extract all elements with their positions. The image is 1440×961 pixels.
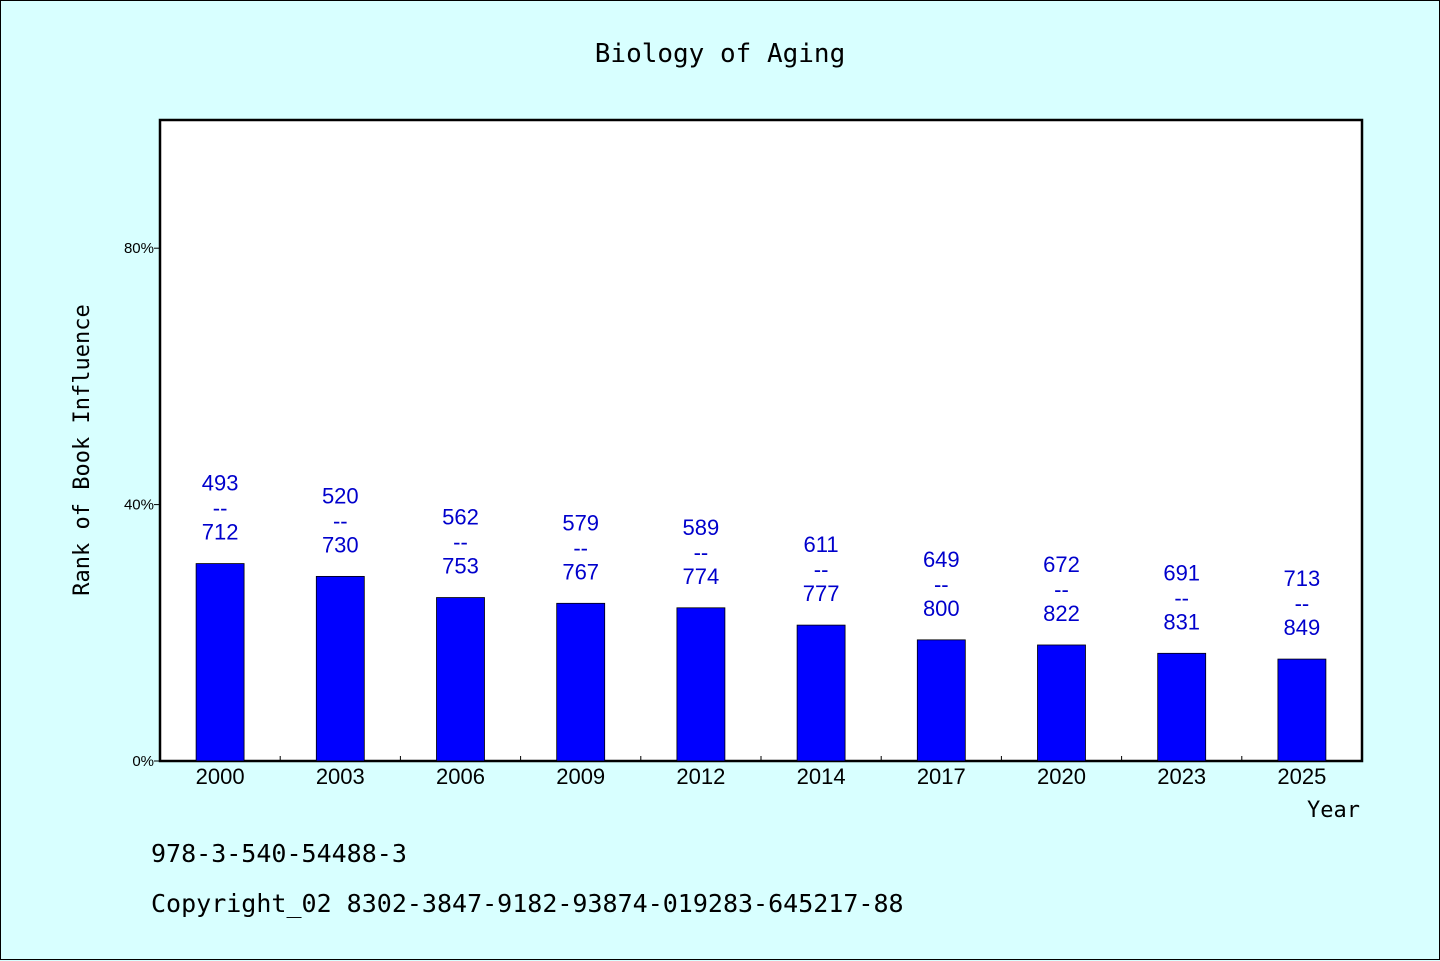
data-label-bottom: 767 <box>562 559 599 584</box>
data-label-top: 520 <box>322 483 359 508</box>
data-label-sep: -- <box>1295 591 1310 616</box>
data-label-bottom: 822 <box>1043 601 1080 626</box>
x-tick-label: 2003 <box>316 764 365 789</box>
chart-title: Biology of Aging <box>595 39 845 69</box>
data-label-bottom: 774 <box>683 564 720 589</box>
data-label-bottom: 730 <box>322 532 359 557</box>
y-tick-label: 0% <box>132 753 154 770</box>
bar-2009 <box>556 602 606 762</box>
y-tick-label: 80% <box>124 240 154 257</box>
data-label-bottom: 800 <box>923 596 960 621</box>
bar-2020 <box>1037 644 1086 762</box>
bar-2006 <box>436 597 485 762</box>
y-axis-title: Rank of Book Influence <box>70 304 95 595</box>
y-tick-label: 40% <box>124 497 154 514</box>
x-axis: 2000 2003 2006 2009 2012 2014 2017 2020 2023 2025 <box>196 756 1326 789</box>
data-label-top: 493 <box>202 471 239 496</box>
data-label-sep: -- <box>333 508 348 533</box>
bar-2003 <box>315 575 365 762</box>
data-label-sep: -- <box>934 572 949 597</box>
data-label-top: 691 <box>1163 560 1200 585</box>
data-label-bottom: 753 <box>442 554 479 579</box>
data-label-bottom: 849 <box>1284 615 1321 640</box>
data-label-top: 713 <box>1284 566 1321 591</box>
y-axis: 0% 40% 80% <box>124 240 160 770</box>
isbn-text: 978-3-540-54488-3 <box>151 839 407 868</box>
data-label-top: 562 <box>442 505 479 530</box>
x-axis-title: Year <box>1307 798 1360 823</box>
data-label-bottom: 712 <box>202 520 239 545</box>
x-tick-label: 2017 <box>917 764 966 789</box>
data-label-top: 579 <box>562 510 599 535</box>
x-tick-label: 2000 <box>196 764 245 789</box>
x-tick-label: 2009 <box>556 764 605 789</box>
data-label-sep: -- <box>694 540 709 565</box>
data-label-bottom: 831 <box>1163 609 1200 634</box>
data-label-bottom: 777 <box>803 581 840 606</box>
data-label-top: 589 <box>683 515 720 540</box>
data-labels: 493--712520--730562--753579--767589--774… <box>202 471 1321 641</box>
x-tick-label: 2023 <box>1157 764 1206 789</box>
data-label-sep: -- <box>814 557 829 582</box>
data-label-top: 672 <box>1043 552 1080 577</box>
bar-2025 <box>1277 658 1327 762</box>
data-label-top: 611 <box>804 532 839 557</box>
bars <box>195 563 1327 762</box>
x-tick-label: 2014 <box>797 764 846 789</box>
data-label-sep: -- <box>213 496 228 521</box>
data-label-top: 649 <box>923 547 960 572</box>
data-label-sep: -- <box>1174 585 1189 610</box>
data-label-sep: -- <box>1054 577 1069 602</box>
x-tick-label: 2012 <box>676 764 725 789</box>
x-tick-label: 2020 <box>1037 764 1086 789</box>
data-label-sep: -- <box>453 530 468 555</box>
bar-2023 <box>1157 652 1207 762</box>
x-tick-label: 2006 <box>436 764 485 789</box>
bar-2000 <box>195 563 245 762</box>
data-label-sep: -- <box>573 535 588 560</box>
bar-2017 <box>916 639 966 762</box>
x-tick-label: 2025 <box>1277 764 1326 789</box>
bar-2014 <box>796 624 846 762</box>
copyright-text: Copyright_02 8302-3847-9182-93874-019283… <box>151 889 904 918</box>
bar-2012 <box>676 607 726 762</box>
